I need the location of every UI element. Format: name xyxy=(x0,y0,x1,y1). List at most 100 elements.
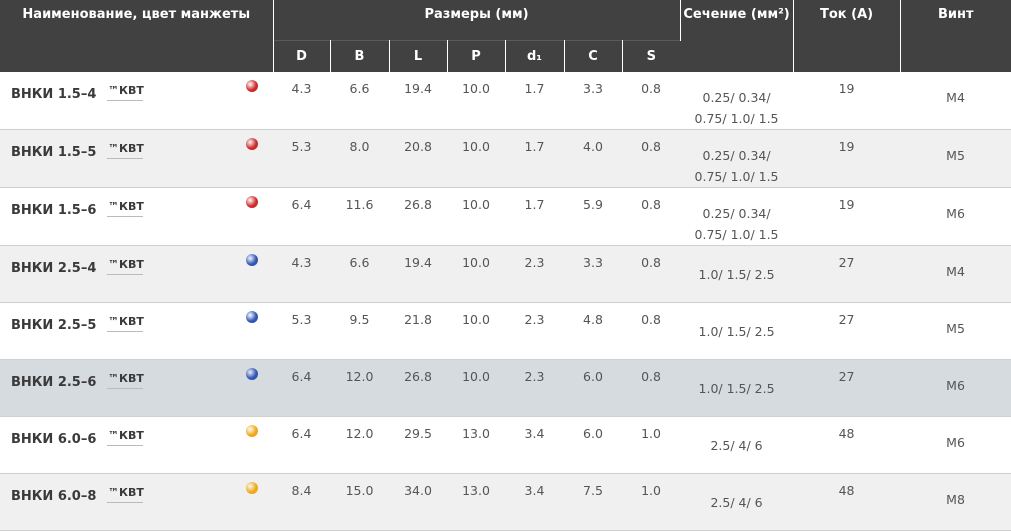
dim-value: 6.0 xyxy=(564,359,622,417)
dim-value: 4.8 xyxy=(564,302,622,360)
dim-value: 13.0 xyxy=(447,473,505,531)
product-name: ВНКИ 1.5–6 xyxy=(11,203,97,218)
section-cell: 2.5/ 4/ 6 xyxy=(680,416,794,474)
dim-value: 1.7 xyxy=(505,72,564,130)
section-line-1: 2.5/ 4/ 6 xyxy=(710,495,763,510)
brand-mark: ™КВТ xyxy=(108,372,144,385)
table-row[interactable]: ВНКИ 6.0–8 ™КВТ 8.4 15.0 34.0 13.0 3.4 7.5 1.0 2.… xyxy=(0,473,1011,531)
brand-underline xyxy=(107,274,143,275)
brand-underline xyxy=(107,445,143,446)
dim-value: 11.6 xyxy=(330,187,389,246)
dim-value: 1.0 xyxy=(622,416,681,474)
dim-value: 3.3 xyxy=(564,72,622,130)
sleeve-color-dot xyxy=(246,138,258,150)
dim-value: 21.8 xyxy=(389,302,447,360)
brand-underline xyxy=(107,158,143,159)
current-value: 27 xyxy=(793,245,901,303)
dim-value: 2.3 xyxy=(505,302,564,360)
dim-value: 7.5 xyxy=(564,473,622,531)
table-row[interactable]: ВНКИ 1.5–4 ™КВТ 4.3 6.6 19.4 10.0 1.7 3.3 0.8 0.2… xyxy=(0,72,1011,130)
sleeve-color-dot xyxy=(246,482,258,494)
dim-value: 6.6 xyxy=(330,72,389,130)
dim-value: 10.0 xyxy=(447,72,505,130)
section-cell: 1.0/ 1.5/ 2.5 xyxy=(680,245,794,303)
dim-value: 20.8 xyxy=(389,129,447,188)
section-cell: 0.25/ 0.34/0.75/ 1.0/ 1.5 xyxy=(680,72,794,130)
dim-value: 29.5 xyxy=(389,416,447,474)
dim-value: 8.0 xyxy=(330,129,389,188)
sleeve-color-dot xyxy=(246,368,258,380)
header-dim-1: B xyxy=(330,40,390,72)
dim-value: 3.4 xyxy=(505,473,564,531)
screw-value: М6 xyxy=(900,187,1011,246)
dim-value: 10.0 xyxy=(447,245,505,303)
screw-value: М8 xyxy=(900,473,1011,531)
section-line-1: 0.25/ 0.34/ xyxy=(702,90,771,105)
table-row[interactable]: ВНКИ 2.5–6 ™КВТ 6.4 12.0 26.8 10.0 2.3 6.0 0.8 1.… xyxy=(0,359,1011,417)
section-line-1: 1.0/ 1.5/ 2.5 xyxy=(698,324,775,339)
section-line-1: 0.25/ 0.34/ xyxy=(702,206,771,221)
dim-value: 4.3 xyxy=(273,245,330,303)
dim-value: 6.0 xyxy=(564,416,622,474)
dim-value: 4.0 xyxy=(564,129,622,188)
screw-value: М4 xyxy=(900,245,1011,303)
header-dim-0: D xyxy=(273,40,331,72)
header-dim-2: L xyxy=(389,40,448,72)
dim-value: 2.3 xyxy=(505,245,564,303)
section-cell: 2.5/ 4/ 6 xyxy=(680,473,794,531)
current-value: 19 xyxy=(793,187,901,246)
brand-underline xyxy=(107,331,143,332)
dim-value: 15.0 xyxy=(330,473,389,531)
dim-value: 0.8 xyxy=(622,72,681,130)
sleeve-color-dot xyxy=(246,311,258,323)
product-cell: ВНКИ 1.5–6 ™КВТ xyxy=(0,187,273,246)
brand-underline xyxy=(107,216,143,217)
product-cell: ВНКИ 1.5–4 ™КВТ xyxy=(0,72,273,130)
brand-underline xyxy=(107,100,143,101)
product-name: ВНКИ 1.5–5 xyxy=(11,145,97,160)
product-cell: ВНКИ 1.5–5 ™КВТ xyxy=(0,129,273,188)
dim-value: 1.0 xyxy=(622,473,681,531)
table-row[interactable]: ВНКИ 2.5–4 ™КВТ 4.3 6.6 19.4 10.0 2.3 3.3 0.8 1.0… xyxy=(0,245,1011,303)
product-cell: ВНКИ 2.5–4 ™КВТ xyxy=(0,245,273,303)
dim-value: 0.8 xyxy=(622,302,681,360)
dim-value: 6.4 xyxy=(273,187,330,246)
table-row[interactable]: ВНКИ 1.5–5 ™КВТ 5.3 8.0 20.8 10.0 1.7 4.0 0.8 0.2… xyxy=(0,129,1011,188)
product-name: ВНКИ 2.5–4 xyxy=(11,261,97,276)
product-cell: ВНКИ 2.5–5 ™КВТ xyxy=(0,302,273,360)
header-dim-6: S xyxy=(622,40,681,72)
product-name: ВНКИ 1.5–4 xyxy=(11,87,97,102)
section-line-1: 1.0/ 1.5/ 2.5 xyxy=(698,381,775,396)
dim-value: 13.0 xyxy=(447,416,505,474)
dim-value: 34.0 xyxy=(389,473,447,531)
brand-mark: ™КВТ xyxy=(108,429,144,442)
dim-value: 19.4 xyxy=(389,245,447,303)
header-dim-3: P xyxy=(447,40,506,72)
dim-value: 4.3 xyxy=(273,72,330,130)
table-row[interactable]: ВНКИ 6.0–6 ™КВТ 6.4 12.0 29.5 13.0 3.4 6.0 1.0 2.… xyxy=(0,416,1011,474)
dim-value: 19.4 xyxy=(389,72,447,130)
brand-mark: ™КВТ xyxy=(108,315,144,328)
section-line-2: 0.75/ 1.0/ 1.5 xyxy=(694,227,779,242)
dim-value: 6.6 xyxy=(330,245,389,303)
brand-mark: ™КВТ xyxy=(108,258,144,271)
header-name: Наименование, цвет манжеты xyxy=(0,0,274,72)
dim-value: 10.0 xyxy=(447,302,505,360)
product-cell: ВНКИ 6.0–6 ™КВТ xyxy=(0,416,273,474)
table-row[interactable]: ВНКИ 1.5–6 ™КВТ 6.4 11.6 26.8 10.0 1.7 5.9 0.8 0.… xyxy=(0,187,1011,246)
dim-value: 5.9 xyxy=(564,187,622,246)
dim-value: 10.0 xyxy=(447,187,505,246)
brand-mark: ™КВТ xyxy=(108,142,144,155)
dim-value: 3.4 xyxy=(505,416,564,474)
screw-value: М5 xyxy=(900,302,1011,360)
dim-value: 0.8 xyxy=(622,187,681,246)
screw-value: М5 xyxy=(900,129,1011,188)
current-value: 19 xyxy=(793,72,901,130)
dim-value: 1.7 xyxy=(505,129,564,188)
current-value: 48 xyxy=(793,416,901,474)
dim-value: 6.4 xyxy=(273,359,330,417)
table-row[interactable]: ВНКИ 2.5–5 ™КВТ 5.3 9.5 21.8 10.0 2.3 4.8 0.8 1.0… xyxy=(0,302,1011,360)
header-dim-4: d₁ xyxy=(505,40,565,72)
dim-value: 12.0 xyxy=(330,359,389,417)
current-value: 19 xyxy=(793,129,901,188)
